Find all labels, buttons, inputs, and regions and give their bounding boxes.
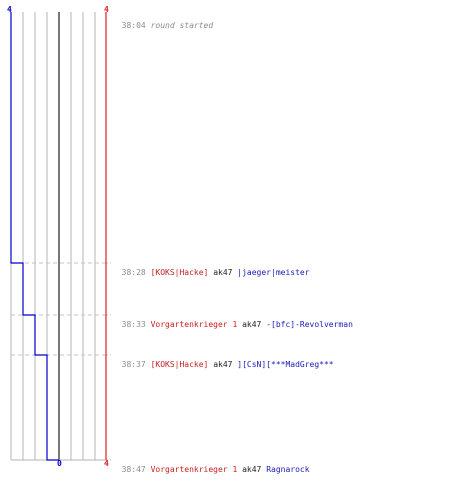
kill-event-row: 38:37 [KOKS|Hacke] ak47 ][CsN][***MadGre…: [112, 350, 334, 370]
red-team-top-count: 4: [104, 5, 109, 14]
victim-name: -[bfc]-Revolverman: [266, 320, 353, 329]
victim-name: Ragnarock: [266, 465, 310, 474]
grid-lines: [10, 12, 106, 461]
weapon-name: ak47: [242, 320, 262, 329]
blue-team-bottom-count: 0: [57, 459, 62, 468]
event-time: 38:04: [121, 21, 146, 30]
killer-name: Vorgartenkrieger 1: [150, 465, 238, 474]
kill-event-row: 38:28 [KOKS|Hacke] ak47 |jaeger|meister: [112, 258, 310, 278]
killer-name: [KOKS|Hacke]: [150, 360, 209, 369]
round-start-row: 38:04 round started: [112, 11, 214, 31]
weapon-name: ak47: [213, 360, 233, 369]
event-time: 38:37: [121, 360, 146, 369]
red-team-bottom-count: 4: [104, 459, 109, 468]
event-time: 38:47: [121, 465, 146, 474]
kill-event-row: 38:33 Vorgartenkrieger 1 ak47 -[bfc]-Rev…: [112, 310, 353, 330]
killer-name: Vorgartenkrieger 1: [150, 320, 238, 329]
blue-team-top-count: 4: [7, 5, 12, 14]
kill-event-row: 38:47 Vorgartenkrieger 1 ak47 Ragnarock: [112, 455, 310, 475]
event-time: 38:33: [121, 320, 146, 329]
round-start-text: round started: [150, 21, 214, 30]
blue-team-line: [10, 12, 59, 461]
victim-name: |jaeger|meister: [237, 268, 310, 277]
weapon-name: ak47: [242, 465, 262, 474]
killer-name: [KOKS|Hacke]: [150, 268, 209, 277]
event-guide-lines: [11, 262, 111, 461]
weapon-name: ak47: [213, 268, 233, 277]
victim-name: ][CsN][***MadGreg***: [237, 360, 334, 369]
event-time: 38:28: [121, 268, 146, 277]
